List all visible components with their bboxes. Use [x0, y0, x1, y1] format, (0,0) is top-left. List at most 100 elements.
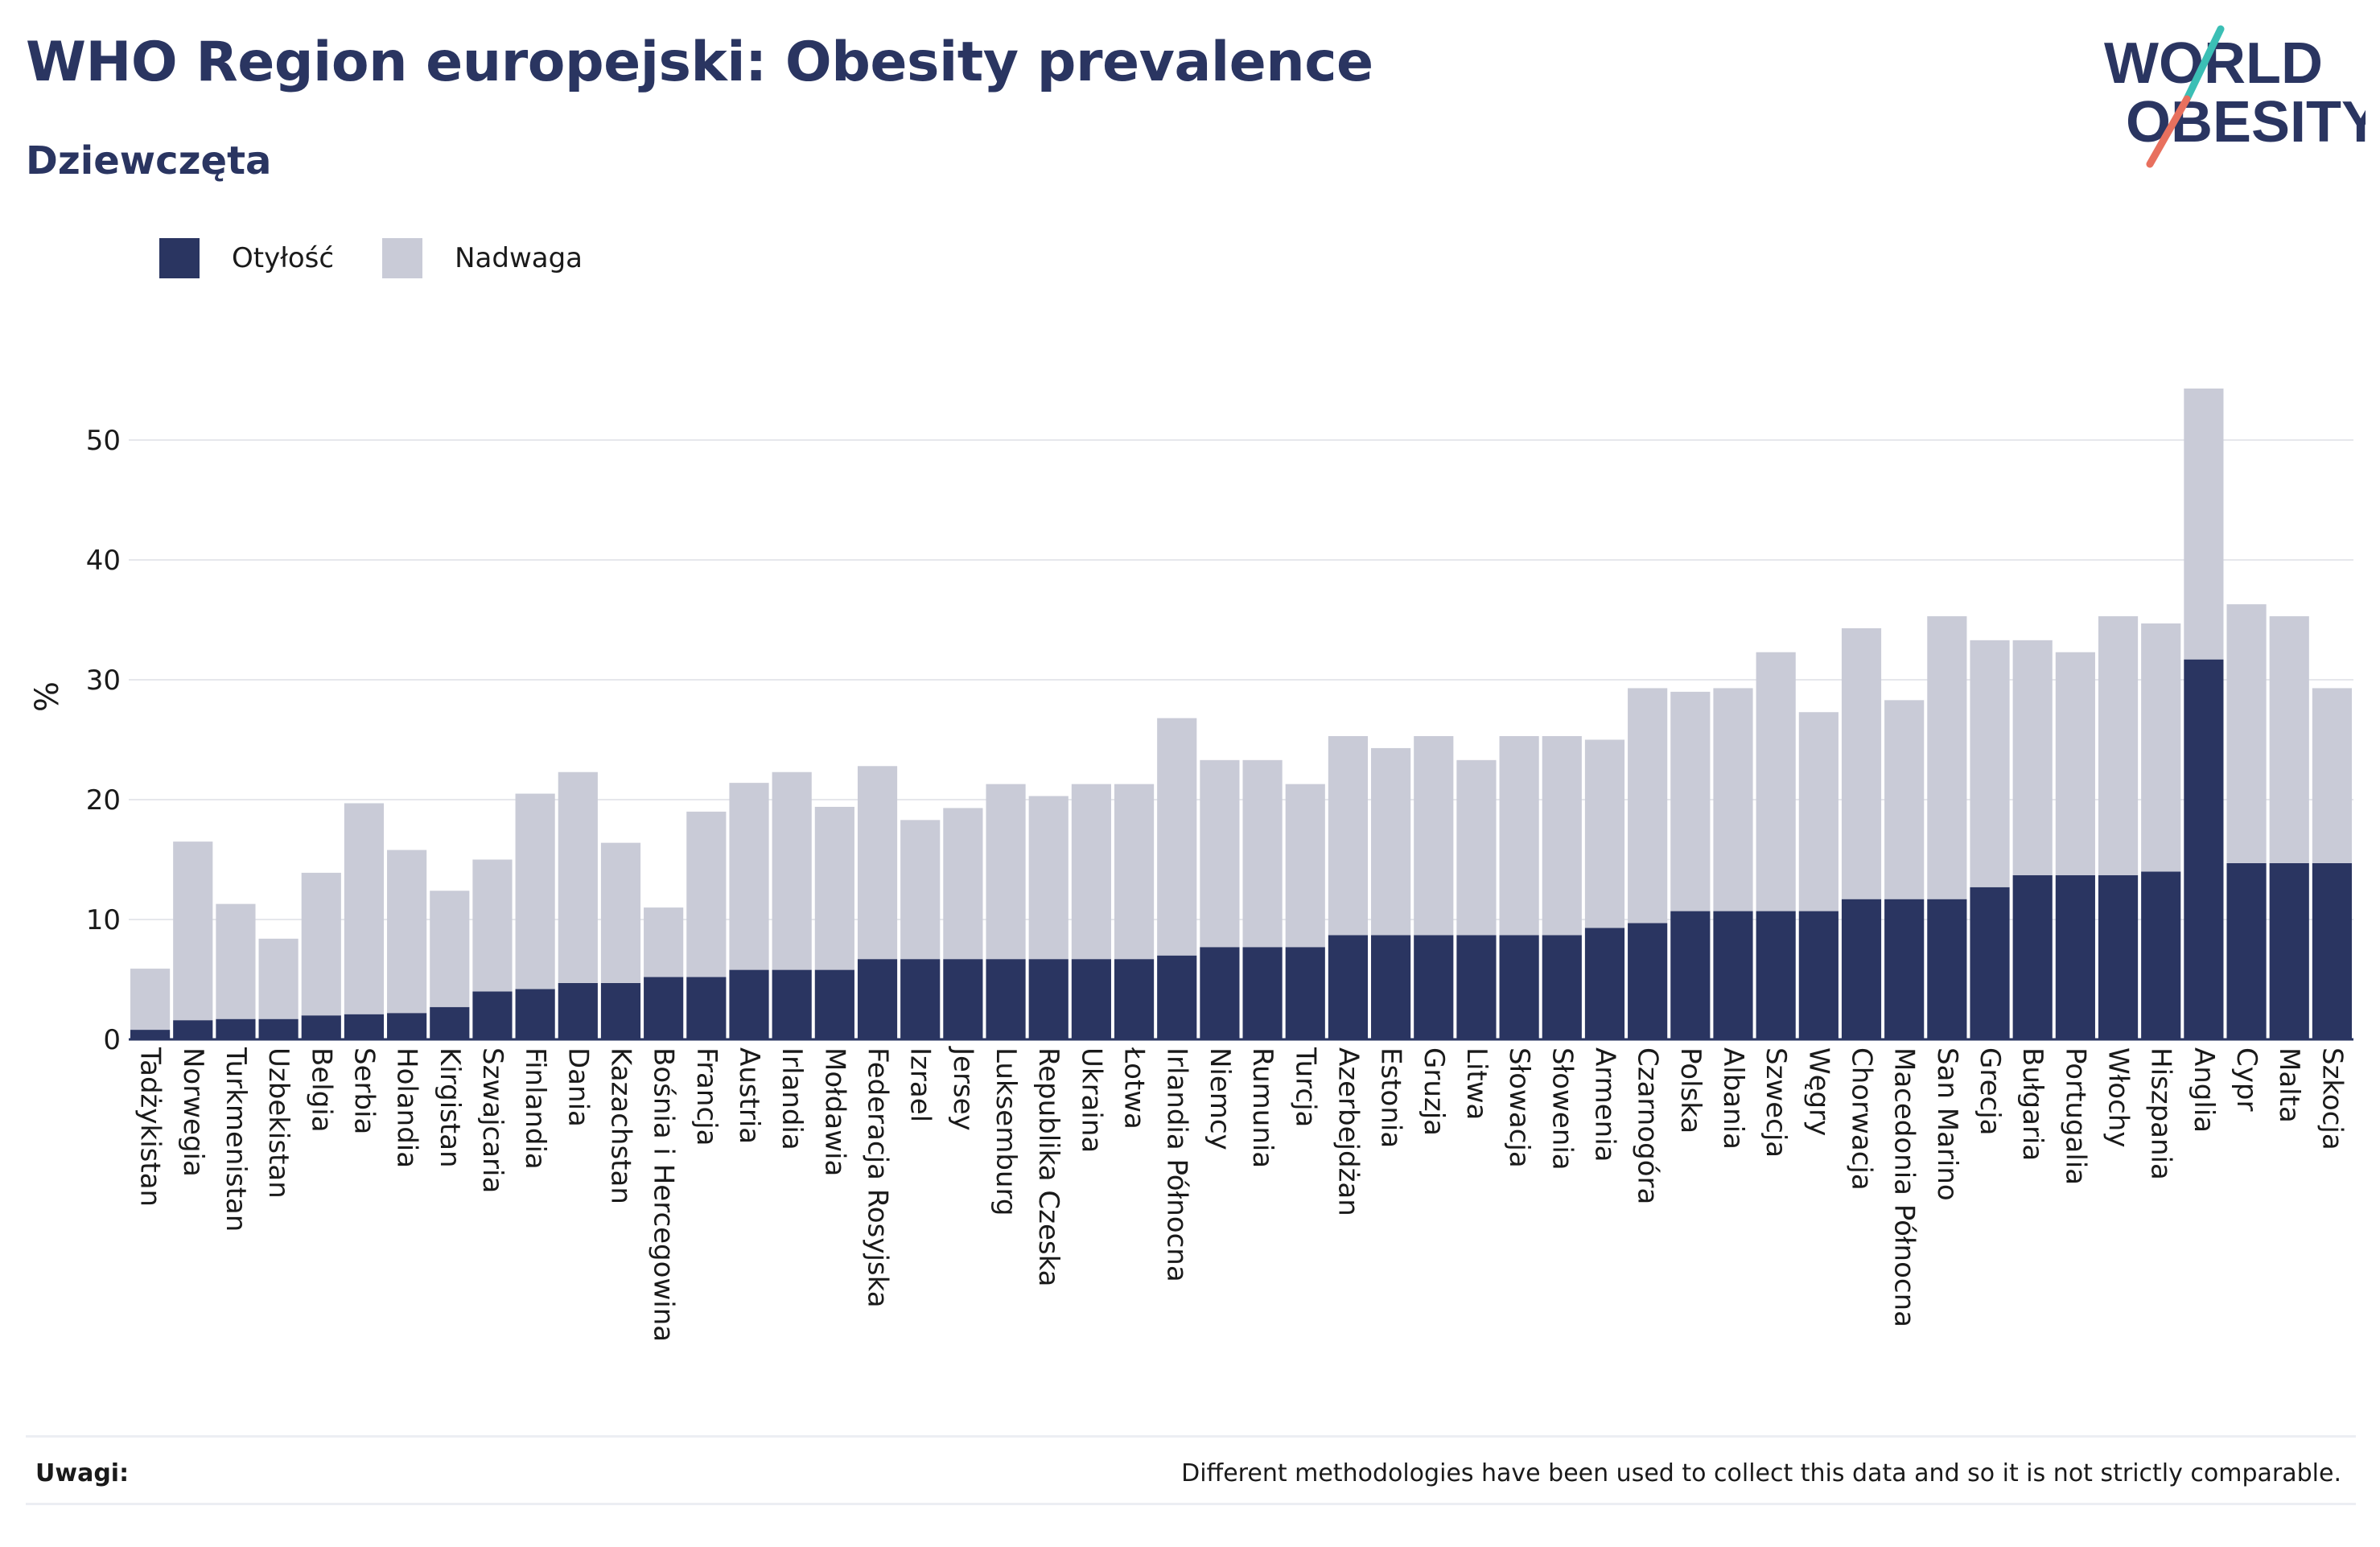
bar-overweight [600, 842, 641, 983]
x-tick-label: Gruzja [1418, 1047, 1450, 1136]
bar-obesity [2098, 874, 2139, 1039]
bar-overweight [2312, 688, 2352, 863]
bar-obesity [1670, 911, 1711, 1039]
x-tick-label: Anglia [2188, 1047, 2220, 1133]
bar-overweight [1114, 784, 1155, 960]
x-tick-label: Bułgaria [2016, 1047, 2049, 1161]
bar-obesity [1242, 947, 1283, 1039]
chart-legend: Otyłość Nadwaga [159, 238, 631, 278]
x-tick-label: Dania [562, 1047, 594, 1127]
bar-obesity [301, 1015, 341, 1039]
bar-obesity [430, 1006, 470, 1039]
bar-obesity [1542, 935, 1582, 1039]
bar-obesity [258, 1018, 299, 1039]
bar-obesity [1028, 959, 1069, 1039]
x-tick-label: Turcja [1289, 1047, 1321, 1127]
y-axis-label: % [29, 681, 66, 712]
chart-subtitle: Dziewczęta [26, 138, 272, 183]
bar-obesity [2184, 659, 2224, 1039]
y-tick-label: 30 [86, 664, 121, 697]
x-tick-label: Chorwacja [1846, 1047, 1878, 1191]
x-tick-label: Słowacja [1503, 1047, 1535, 1168]
bar-obesity [130, 1030, 171, 1039]
x-tick-label: Bośnia i Hercegowina [648, 1047, 680, 1342]
bar-obesity [2312, 862, 2352, 1039]
bar-overweight [301, 872, 341, 1016]
bar-obesity [558, 982, 598, 1039]
x-tick-label: Republika Czeska [1032, 1047, 1064, 1287]
bar-obesity [644, 977, 684, 1039]
bar-obesity [1584, 928, 1625, 1039]
bar-obesity [1798, 911, 1839, 1039]
x-tick-label: Portugalia [2059, 1047, 2091, 1185]
bar-obesity [600, 982, 641, 1039]
bar-overweight [1884, 700, 1925, 899]
bar-obesity [772, 969, 812, 1039]
bar-obesity [1114, 959, 1155, 1039]
bar-overweight [1927, 616, 1967, 899]
bar-overweight [1028, 796, 1069, 960]
logo-slash-teal [2183, 25, 2225, 103]
x-tick-label: Belgia [305, 1047, 337, 1133]
bar-obesity [814, 969, 854, 1039]
x-tick-label: Włochy [2102, 1047, 2135, 1147]
x-tick-label: Austria [733, 1047, 765, 1144]
bar-overweight [2269, 616, 2309, 863]
bar-obesity [1927, 899, 1967, 1039]
bar-overweight [430, 891, 470, 1007]
stacked-bar-chart: 0 10 20 30 40 50% Tadżykistan Norwegia Turkmenis… [29, 388, 2353, 1342]
legend-item-overweight[interactable]: Nadwaga [382, 238, 583, 278]
bar-overweight [1970, 640, 2010, 887]
x-tick-label: Finlandia [519, 1047, 551, 1170]
x-tick-label: Grecja [1974, 1047, 2006, 1135]
bar-overweight [900, 820, 941, 960]
bar-obesity [729, 969, 769, 1039]
bar-overweight [814, 806, 854, 970]
y-tick-label: 20 [86, 784, 121, 817]
bar-obesity [216, 1018, 256, 1039]
bar-overweight [472, 859, 513, 992]
bar-overweight [2012, 640, 2053, 875]
bar-overweight [130, 969, 171, 1031]
bar-overweight [986, 784, 1026, 960]
chart-title: WHO Region europejski: Obesity prevalenc… [26, 31, 1373, 94]
bar-obesity [1157, 955, 1197, 1039]
legend-label-overweight: Nadwaga [455, 242, 583, 274]
bar-overweight [515, 793, 555, 990]
bar-overweight [857, 766, 898, 960]
bar-obesity [1628, 923, 1668, 1039]
y-tick-label: 0 [103, 1024, 121, 1056]
bar-obesity [1841, 899, 1882, 1039]
bar-overweight [1157, 718, 1197, 956]
x-tick-label: Tadżykistan [134, 1047, 167, 1207]
x-tick-label: Łotwa [1118, 1047, 1151, 1129]
bar-obesity [344, 1014, 385, 1039]
y-tick-label: 10 [86, 904, 121, 936]
x-tick-label: Estonia [1375, 1047, 1407, 1148]
x-tick-label: Litwa [1460, 1047, 1493, 1120]
legend-item-obesity[interactable]: Otyłość [159, 238, 334, 278]
bar-overweight [1756, 652, 1796, 911]
bar-obesity [1414, 935, 1454, 1039]
bar-obesity [1756, 911, 1796, 1039]
x-tick-label: Jersey [947, 1046, 979, 1131]
y-tick-label: 50 [86, 425, 121, 457]
logo-line-2: OBESITY [2126, 90, 2366, 154]
bar-obesity [1285, 947, 1325, 1039]
x-tick-label: Albania [1717, 1047, 1749, 1150]
bar-overweight [1456, 759, 1497, 936]
bar-overweight [729, 783, 769, 970]
legend-swatch-obesity [159, 238, 200, 278]
bar-obesity [1884, 899, 1925, 1039]
x-tick-label: Szwajcaria [476, 1047, 509, 1193]
legend-swatch-overweight [382, 238, 423, 278]
bar-obesity [857, 959, 898, 1039]
bar-overweight [2098, 616, 2139, 875]
bar-overweight [1414, 736, 1454, 936]
bar-overweight [1713, 688, 1753, 911]
x-tick-label: Cypr [2230, 1047, 2263, 1111]
x-tick-label: Czarnogóra [1632, 1047, 1664, 1204]
x-tick-label: Francja [690, 1047, 723, 1146]
x-tick-label: Serbia [348, 1047, 380, 1134]
x-tick-label: Szkocja [2316, 1047, 2348, 1150]
